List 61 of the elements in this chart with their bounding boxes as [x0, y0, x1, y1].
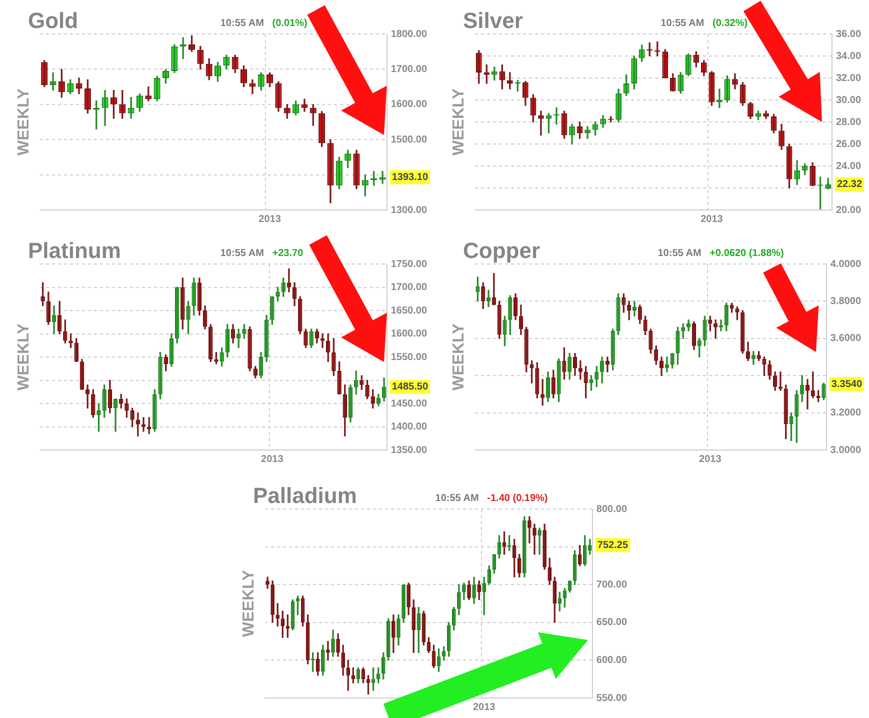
y-tick-label: 800.00 [596, 504, 628, 515]
text: -1.40 (0.19%) [487, 493, 548, 504]
text: 10:55 AM [658, 248, 702, 259]
y-tick-label: 1450.00 [390, 398, 428, 410]
x-tick-label: 2013 [700, 214, 724, 225]
y-axis-title: WEEKLY [450, 88, 468, 156]
x-tick-label: 2013 [258, 214, 282, 225]
text: 22.32 [836, 179, 862, 190]
y-tick-label: 4.0000 [830, 258, 862, 270]
y-tick-label: 1600.00 [390, 328, 428, 340]
text: 10:55 AM [660, 18, 704, 29]
y-tick-label: 1350.00 [390, 444, 428, 456]
y-tick-label: 20.00 [836, 204, 862, 216]
x-tick-label: 2013 [472, 702, 496, 713]
y-tick-label: 36.00 [836, 28, 862, 40]
y-tick-label: 30.00 [836, 94, 862, 106]
y-axis-title: WEEKLY [15, 323, 32, 390]
y-tick-label: 3.8000 [830, 296, 862, 307]
y-tick-label: 550.00 [596, 692, 628, 704]
y-tick-label: 3.0000 [830, 444, 862, 456]
text: +23.70 [272, 248, 304, 259]
y-tick-label: 1650.00 [390, 305, 428, 316]
y-axis-title: WEEKLY [15, 88, 32, 156]
text: 10:55 AM [220, 18, 264, 29]
text: 1393.10 [392, 172, 428, 183]
y-axis-title: WEEKLY [240, 570, 258, 637]
text: (0.01%) [272, 18, 308, 29]
chart-title: Gold [28, 8, 78, 33]
text: +0.0620 (1.88%) [710, 248, 784, 259]
x-tick-label: 2013 [261, 454, 284, 465]
y-tick-label: 1700.00 [390, 282, 428, 293]
chart-title: Copper [463, 238, 540, 263]
text: 1485.50 [392, 382, 428, 393]
chart-title: Platinum [28, 238, 121, 263]
y-tick-label: 1300.00 [390, 204, 428, 216]
y-axis-title: WEEKLY [450, 323, 468, 390]
y-tick-label: 24.00 [836, 160, 862, 172]
y-tick-label: 1500.00 [390, 134, 428, 146]
y-tick-label: 1800.00 [390, 28, 428, 40]
text: 752.25 [597, 540, 628, 551]
y-tick-label: 1600.00 [390, 99, 428, 110]
y-tick-label: 26.00 [836, 138, 862, 150]
text: (0.32%) [712, 18, 748, 29]
text: 10:55 AM [220, 248, 264, 259]
y-tick-label: 3.2000 [830, 408, 862, 419]
text: 3.3540 [831, 378, 862, 390]
y-tick-label: 1400.00 [390, 422, 428, 432]
chart-title: Silver [463, 8, 524, 33]
text: 10:55 AM [435, 493, 479, 504]
y-tick-label: 32.00 [836, 72, 862, 84]
chart-title: Palladium [253, 483, 357, 508]
x-tick-label: 2013 [699, 454, 722, 465]
y-tick-label: 600.00 [596, 654, 628, 666]
y-tick-label: 28.00 [836, 116, 862, 128]
y-tick-label: 1750.00 [390, 258, 428, 270]
y-tick-label: 650.00 [596, 617, 628, 628]
y-tick-label: 3.6000 [830, 333, 862, 344]
y-tick-label: 1550.00 [390, 352, 428, 363]
y-tick-label: 34.00 [836, 50, 862, 62]
y-tick-label: 700.00 [596, 579, 628, 590]
y-tick-label: 1700.00 [390, 64, 428, 75]
